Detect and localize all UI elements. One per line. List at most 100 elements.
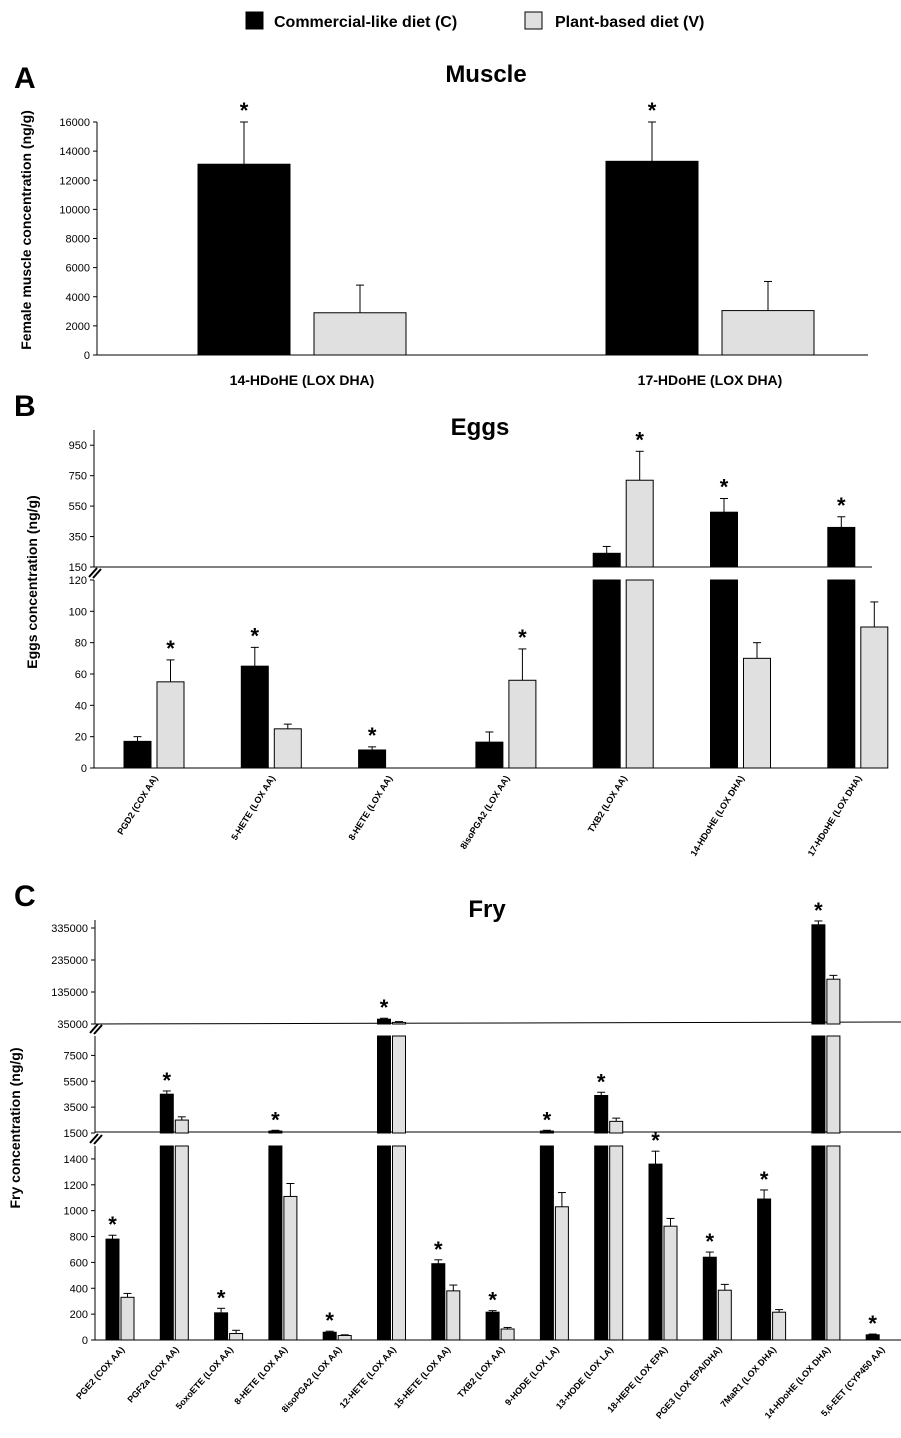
chart-c-star-c: * — [434, 1237, 443, 1262]
chart-c-bar-v — [826, 1145, 841, 1341]
chart-a-star-c: * — [648, 98, 657, 123]
chart-c-y-upper-tick-label: 235000 — [51, 955, 88, 967]
legend-swatch-c — [245, 11, 264, 30]
chart-c-bar-v — [392, 1021, 406, 1025]
chart-c-bar-v — [500, 1328, 515, 1341]
chart-b-y-lower-tick-label: 40 — [75, 700, 87, 712]
chart-b-y-lower-tick-label: 60 — [75, 669, 87, 681]
legend-label-c: Commercial-like diet (C) — [274, 14, 457, 31]
chart-c-category-label: PGE2 (COX AA) — [74, 1345, 126, 1402]
chart-b-bar-v — [273, 728, 302, 769]
chart-c-bar-v — [609, 1145, 624, 1341]
chart-b-bar-v — [508, 679, 537, 769]
chart-b-category-label: 5-HETE (LOX AA) — [229, 774, 277, 842]
chart-c-bar-c — [539, 1145, 554, 1341]
chart-a-bar-v — [721, 310, 815, 356]
chart-b-category-label: PGD2 (COX AA) — [115, 774, 159, 837]
chart-b-y-lower-tick-label: 0 — [81, 763, 87, 775]
chart-c-star-c: * — [651, 1128, 660, 1153]
panel-letter-a: A — [14, 62, 36, 95]
chart-b-axis-break — [92, 568, 102, 579]
chart-c-star-c: * — [108, 1212, 117, 1237]
chart-a-y-tick-label: 10000 — [59, 204, 90, 216]
chart-b-bar-v — [156, 681, 185, 769]
chart-c-y-lower-tick-label: 800 — [70, 1232, 88, 1244]
panel-letter-b: B — [14, 390, 36, 423]
chart-a-y-tick-label: 2000 — [66, 321, 90, 333]
chart-c-bar-v — [826, 1035, 841, 1134]
chart-b-category-label: 14-HDoHE (LOX DHA) — [688, 774, 746, 858]
chart-b-bar-c — [240, 665, 269, 769]
chart-c-bar-v — [283, 1195, 298, 1341]
chart-b-axis-break — [88, 567, 98, 578]
chart-c-star-c: * — [868, 1311, 877, 1336]
chart-c-bar-v — [392, 1145, 406, 1341]
chart-a-y-tick-label: 6000 — [66, 263, 90, 275]
chart-b-bar-c — [475, 741, 504, 769]
chart-c-break-line-upper — [94, 1021, 901, 1025]
chart-c-category-label: 5,6-EET (CYP450 AA) — [819, 1345, 887, 1419]
chart-b-star-v: * — [166, 636, 175, 661]
chart-c-star-c: * — [706, 1229, 715, 1254]
chart-c-y-lower-tick-label: 600 — [70, 1257, 88, 1269]
chart-b-bar-v — [860, 626, 889, 769]
chart-c-bar-c — [377, 1035, 391, 1134]
chart-a-bar-c — [197, 163, 291, 356]
chart-c-bar-c — [268, 1145, 283, 1341]
chart-c-bar-c — [594, 1094, 609, 1134]
chart-b-category-label: 17-HDoHE (LOX DHA) — [806, 774, 864, 858]
chart-a-bar-v — [313, 312, 407, 356]
chart-c-star-c: * — [760, 1167, 769, 1192]
chart-c-axis-break-upper — [93, 1024, 103, 1035]
chart-b-category-label: 8isoPGA2 (LOX AA) — [458, 774, 511, 851]
chart-c-star-c: * — [163, 1068, 172, 1093]
panel-letter-c: C — [14, 880, 36, 913]
chart-c-axis-break-lower — [89, 1133, 99, 1144]
chart-c-bar-c — [648, 1163, 663, 1341]
chart-b-y-upper-tick-label: 150 — [69, 562, 87, 574]
chart-c-bar-c — [757, 1198, 772, 1341]
chart-c-bar-v — [337, 1334, 352, 1341]
chart-c-y-middle-tick-label: 3500 — [64, 1102, 88, 1114]
chart-c-y-middle-tick-label: 1500 — [64, 1128, 88, 1140]
chart-c-bar-v — [554, 1206, 569, 1341]
chart-c-bar-v — [120, 1296, 135, 1341]
chart-c-bar-c — [214, 1312, 229, 1341]
chart-c-bar-c — [594, 1145, 609, 1341]
chart-a-bar-c — [605, 160, 699, 356]
chart-c-category-label: 12-HETE (LOX AA) — [338, 1345, 398, 1411]
chart-c-star-c: * — [488, 1288, 497, 1313]
chart-c-bar-c — [702, 1256, 717, 1341]
chart-c-bar-v — [174, 1145, 189, 1341]
chart-b-bar-v — [625, 579, 654, 769]
chart-b-bar-c — [827, 526, 856, 568]
chart-c-y-middle-tick-label: 5500 — [64, 1076, 88, 1088]
chart-c-y-lower-tick-label: 1400 — [64, 1154, 88, 1166]
chart-b-y-upper-tick-label: 550 — [69, 501, 87, 513]
chart-b-ylabel: Eggs concentration (ng/g) — [24, 495, 40, 668]
chart-a-y-tick-label: 0 — [84, 350, 90, 362]
chart-c-bar-c — [811, 924, 826, 1025]
chart-a-y-tick-label: 8000 — [66, 234, 90, 246]
chart-b-bar-c — [827, 579, 856, 769]
chart-c-y-upper-tick-label: 135000 — [51, 987, 88, 999]
chart-b-bar-c — [592, 552, 621, 568]
chart-c-y-lower-tick-label: 1200 — [64, 1180, 88, 1192]
chart-c-bar-c — [485, 1311, 500, 1341]
chart-a-y-tick-label: 4000 — [66, 292, 90, 304]
chart-b-star-c: * — [837, 493, 846, 518]
chart-c-category-label: 5oxoETE (LOX AA) — [174, 1345, 235, 1412]
chart-c-bar-v — [392, 1035, 406, 1134]
chart-c-y-middle-tick-label: 7500 — [64, 1050, 88, 1062]
chart-c-bar-v — [229, 1333, 244, 1341]
chart-c-bar-c — [431, 1263, 446, 1341]
chart-b-bar-v — [743, 657, 771, 769]
chart-c-star-c: * — [380, 995, 389, 1020]
chart-b-star-v: * — [518, 625, 527, 650]
chart-c-category-label: TXB2 (LOX AA) — [456, 1345, 507, 1400]
chart-b-bar-c — [592, 579, 621, 769]
chart-b-category-label: TXB2 (LOX AA) — [586, 774, 629, 835]
chart-c-bar-c — [159, 1093, 174, 1134]
chart-c-bar-c — [377, 1145, 391, 1341]
